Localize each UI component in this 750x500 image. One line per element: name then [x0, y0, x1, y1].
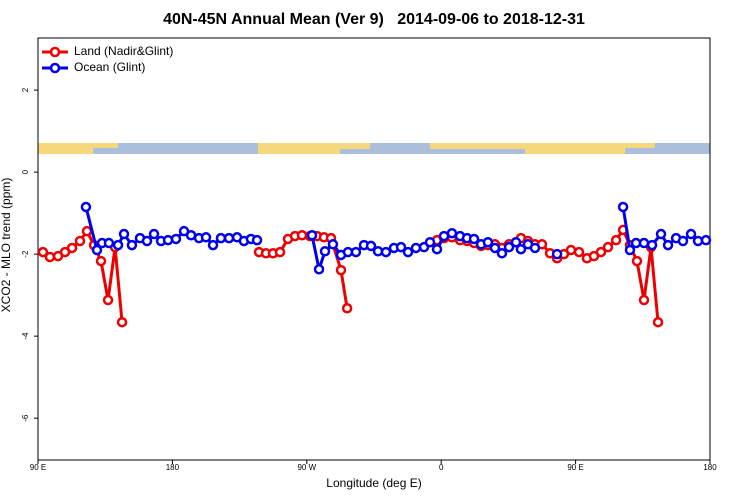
- data-point: [103, 237, 115, 249]
- data-point: [319, 246, 331, 257]
- data-point: [468, 233, 480, 245]
- data-point: [313, 264, 325, 275]
- data-point: [638, 237, 650, 249]
- data-point: [126, 239, 138, 251]
- data-point: [91, 244, 103, 256]
- x-tick-label: 180: [166, 463, 180, 472]
- y-tick-label: -2: [21, 250, 30, 258]
- data-point: [410, 242, 422, 254]
- data-point: [350, 246, 362, 258]
- data-point: [327, 239, 339, 250]
- y-tick-label: -6: [21, 414, 30, 422]
- data-point: [274, 246, 286, 258]
- data-point: [170, 233, 182, 245]
- x-tick-label: 0: [439, 463, 444, 472]
- y-tick-label: -4: [21, 332, 30, 340]
- data-point: [162, 234, 174, 246]
- data-point: [341, 303, 353, 314]
- data-point: [565, 244, 577, 256]
- data-point: [37, 246, 49, 258]
- data-point: [200, 232, 212, 243]
- data-point: [148, 228, 160, 240]
- data-point: [141, 235, 153, 247]
- data-point: [118, 228, 130, 240]
- data-point: [335, 264, 347, 276]
- legend-label: Land (Nadir&Glint): [74, 44, 173, 58]
- data-point: [112, 239, 124, 251]
- data-point: [503, 241, 515, 253]
- data-point: [482, 236, 494, 248]
- data-point: [102, 294, 114, 306]
- data-point: [215, 232, 227, 244]
- legend-item: Ocean (Glint): [42, 60, 145, 74]
- data-point: [95, 255, 107, 267]
- data-point: [380, 246, 392, 258]
- data-point: [700, 234, 712, 246]
- plot-frame: [37, 37, 711, 461]
- data-point: [510, 236, 522, 248]
- data-point: [496, 248, 508, 259]
- data-point: [44, 251, 56, 263]
- data-point: [662, 239, 674, 251]
- legend-item: Land (Nadir&Glint): [42, 44, 173, 58]
- legend-label: Ocean (Glint): [74, 60, 145, 74]
- data-point: [251, 234, 263, 246]
- data-point: [424, 236, 436, 248]
- data-point: [207, 239, 219, 251]
- x-tick-label: 90 W: [297, 463, 316, 472]
- data-point: [529, 242, 541, 254]
- data-point: [617, 201, 629, 213]
- x-tick-label: 180: [703, 463, 717, 472]
- data-point: [624, 244, 636, 256]
- data-point: [80, 201, 92, 213]
- data-point: [446, 227, 458, 239]
- data-point: [402, 246, 414, 258]
- data-point: [685, 228, 697, 240]
- data-point: [515, 243, 527, 255]
- data-point: [646, 239, 658, 251]
- data-point: [81, 225, 93, 237]
- data-point: [595, 246, 607, 258]
- data-point: [573, 246, 585, 258]
- data-point: [610, 234, 622, 246]
- data-point: [431, 243, 443, 255]
- x-tick-label: 90 E: [567, 463, 583, 472]
- data-point: [395, 241, 407, 253]
- data-point: [652, 316, 664, 328]
- legend-marker: [49, 62, 61, 74]
- data-point: [223, 232, 235, 244]
- data-point: [489, 242, 501, 254]
- chart-title: 40N-45N Annual Mean (Ver 9) 2014-09-06 t…: [163, 11, 585, 28]
- data-point: [602, 241, 614, 253]
- data-point: [365, 240, 377, 252]
- data-point: [306, 230, 318, 241]
- data-point: [66, 242, 78, 254]
- y-tick-label: 2: [21, 87, 30, 92]
- y-tick-label: 0: [21, 169, 30, 174]
- legend-marker: [49, 46, 61, 58]
- data-point: [655, 228, 667, 240]
- data-point: [631, 255, 643, 267]
- x-tick-label: 90 E: [30, 463, 46, 472]
- data-point: [74, 235, 86, 247]
- data-point: [677, 235, 689, 247]
- x-axis-label: Longitude (deg E): [326, 476, 421, 490]
- y-axis-label: XCO2 - MLO trend (ppm): [0, 178, 13, 313]
- data-point: [638, 294, 650, 306]
- series: [80, 201, 712, 276]
- land-ocean-strip: [38, 143, 710, 154]
- data-point: [116, 316, 128, 328]
- data-point: [551, 248, 563, 260]
